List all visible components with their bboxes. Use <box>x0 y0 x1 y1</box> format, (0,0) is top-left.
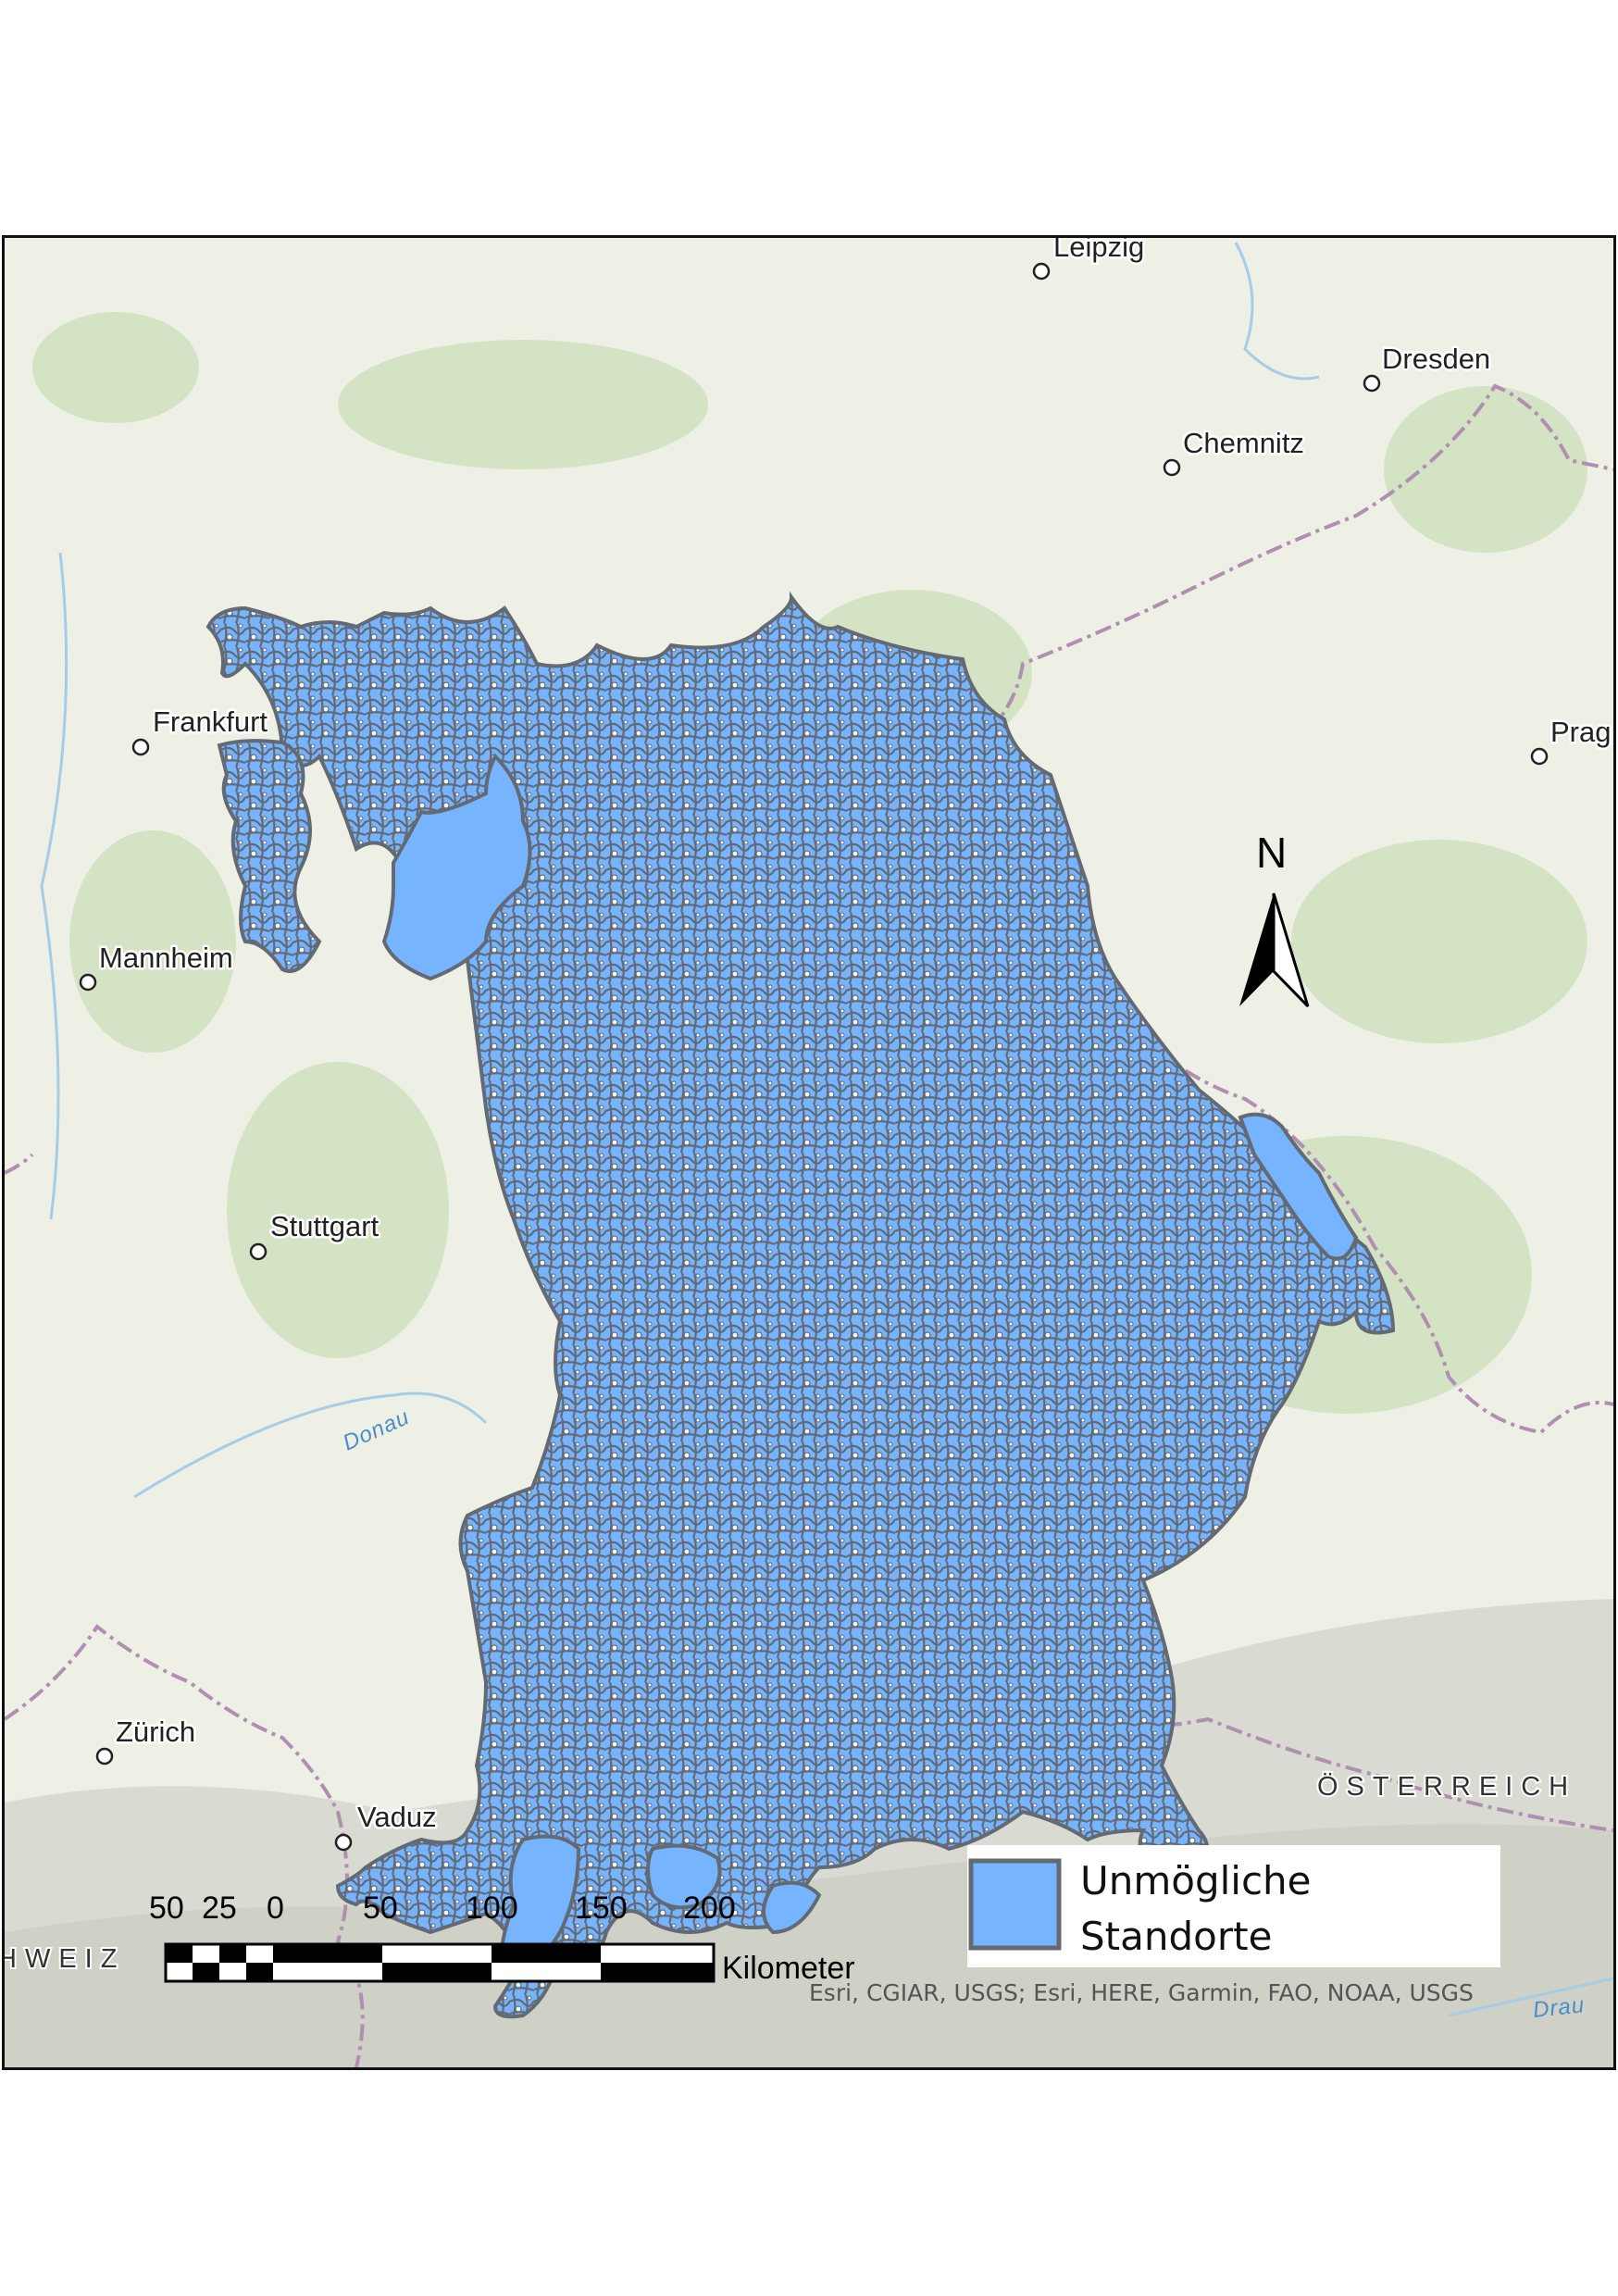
city-zurich[interactable]: Zürich <box>95 1714 198 1766</box>
scale-unit-label: Kilometer <box>722 1951 855 1986</box>
solid-area-chiemgau[interactable] <box>762 1880 822 1935</box>
city-label-mannheim: Mannheim <box>99 942 233 974</box>
legend-label-line2: Standorte <box>1080 1914 1272 1959</box>
city-stuttgart[interactable]: Stuttgart <box>249 1208 381 1261</box>
city-label-vaduz: Vaduz <box>357 1801 437 1833</box>
city-leipzig[interactable]: Leipzig <box>1032 238 1147 281</box>
legend-swatch <box>968 1858 1062 1951</box>
north-arrow-icon <box>1239 893 1274 1006</box>
scale-tick-0: 0 <box>267 1890 284 1926</box>
country-label-oesterreich: ÖSTERREICH <box>1317 1772 1576 1802</box>
impossible-sites-polygons[interactable] <box>205 591 1396 2019</box>
city-label-leipzig: Leipzig <box>1053 238 1144 263</box>
legend: Unmögliche Standorte <box>967 1845 1500 1967</box>
city-dresden[interactable]: Dresden <box>1363 341 1493 393</box>
city-chemnitz[interactable]: Chemnitz <box>1163 425 1306 477</box>
river-label-drau: Drau <box>1532 1992 1587 2023</box>
city-label-dresden: Dresden <box>1382 343 1490 375</box>
frankfurt-lobe[interactable] <box>217 739 322 973</box>
scale-tick-200: 200 <box>683 1890 736 1926</box>
scale-bar-ticks: 50 25 0 50 100 150 200 <box>149 1890 736 1926</box>
city-label-chemnitz: Chemnitz <box>1183 427 1304 459</box>
north-arrow-icon-outline <box>1272 892 1310 1008</box>
north-arrow-label: N <box>1256 829 1287 877</box>
solid-area-bayerischer-wald[interactable] <box>1238 1112 1359 1261</box>
scale-tick-50: 50 <box>363 1890 398 1926</box>
scale-tick-150: 150 <box>575 1890 628 1926</box>
city-markers[interactable]: Leipzig Dresden Chemnitz Prag Frankfurt … <box>79 238 1613 1852</box>
scale-bar: 50 25 0 50 100 150 200 Kilometer <box>149 1890 855 1986</box>
legend-label-line1: Unmögliche <box>1080 1858 1312 1903</box>
scale-tick-50-left: 50 <box>149 1890 184 1926</box>
map-frame[interactable]: Leipzig Dresden Chemnitz Prag Frankfurt … <box>2 235 1616 2070</box>
city-vaduz[interactable]: Vaduz <box>334 1799 439 1852</box>
solid-area-spessart[interactable] <box>381 753 532 981</box>
city-frankfurt[interactable]: Frankfurt <box>131 704 270 756</box>
map-attribution: Esri, CGIAR, USGS; Esri, HERE, Garmin, F… <box>809 1979 1474 2006</box>
city-prag[interactable]: Prag <box>1530 714 1613 766</box>
north-arrow: N <box>1239 829 1310 1008</box>
rivers <box>40 242 1613 2017</box>
country-label-schweiz: HWEIZ <box>5 1944 125 1974</box>
city-label-prag: Prag <box>1550 716 1611 748</box>
city-label-frankfurt: Frankfurt <box>153 705 268 738</box>
solid-area-werdenfels[interactable] <box>646 1843 722 1910</box>
city-mannheim[interactable]: Mannheim <box>79 940 235 992</box>
city-label-stuttgart: Stuttgart <box>270 1210 380 1242</box>
map-canvas[interactable]: Leipzig Dresden Chemnitz Prag Frankfurt … <box>5 238 1613 2067</box>
scale-bar-segments <box>166 1944 714 1981</box>
city-label-zurich: Zürich <box>116 1716 195 1748</box>
scale-tick-25: 25 <box>202 1890 237 1926</box>
scale-tick-100: 100 <box>466 1890 518 1926</box>
